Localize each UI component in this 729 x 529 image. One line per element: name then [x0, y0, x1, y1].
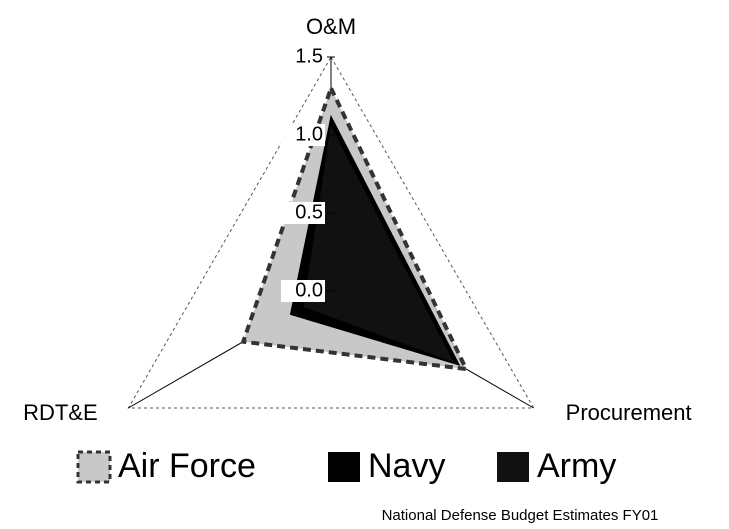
axis-label: Procurement	[566, 400, 692, 425]
tick-label-bg	[281, 124, 325, 146]
legend-label: Navy	[368, 447, 445, 485]
tick-label-bg	[281, 46, 325, 68]
legend-label: Air Force	[118, 447, 256, 485]
y-tick-label: 0.5	[295, 201, 323, 223]
axis-label: RDT&E	[23, 400, 98, 425]
tick-label-bg	[281, 280, 325, 302]
axis-label: O&M	[306, 14, 356, 39]
legend-swatch	[328, 452, 360, 482]
legend-swatch	[497, 452, 529, 482]
y-tick-label: 0.0	[295, 279, 323, 301]
legend-swatch	[76, 450, 112, 484]
y-tick-label: 1.0	[295, 123, 323, 145]
tick-label-bg	[281, 202, 325, 224]
y-tick-label: 1.5	[295, 45, 323, 67]
grid-line	[127, 56, 535, 409]
source-note: National Defense Budget Estimates FY01	[382, 507, 659, 524]
legend-label: Army	[537, 447, 616, 485]
